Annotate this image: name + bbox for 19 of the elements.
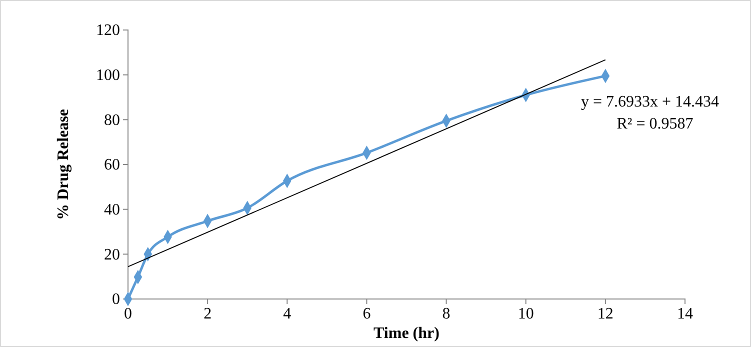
x-tick-label: 10 <box>518 305 534 322</box>
x-tick-label: 4 <box>283 305 292 322</box>
y-tick-label: 0 <box>112 291 120 308</box>
annotation: y = 7.6933x + 14.434 <box>580 94 720 111</box>
x-axis-title: Time (hr) <box>374 325 440 342</box>
y-tick-label: 40 <box>104 201 120 218</box>
y-tick-label: 20 <box>104 246 120 264</box>
x-tick-label: 12 <box>597 305 614 322</box>
y-tick-label: 60 <box>104 156 120 174</box>
x-tick-label: 6 <box>362 305 371 322</box>
y-tick-label: 80 <box>104 112 120 129</box>
annotation: R² = 0.9587 <box>616 116 694 133</box>
x-tick-label: 0 <box>124 305 132 322</box>
y-axis-title: % Drug Release <box>55 108 72 220</box>
x-tick-label: 8 <box>442 305 450 322</box>
x-tick-label: 14 <box>677 305 693 322</box>
y-tick-label: 100 <box>96 66 120 84</box>
y-tick-label: 120 <box>96 22 120 40</box>
x-tick-label: 2 <box>204 305 212 322</box>
